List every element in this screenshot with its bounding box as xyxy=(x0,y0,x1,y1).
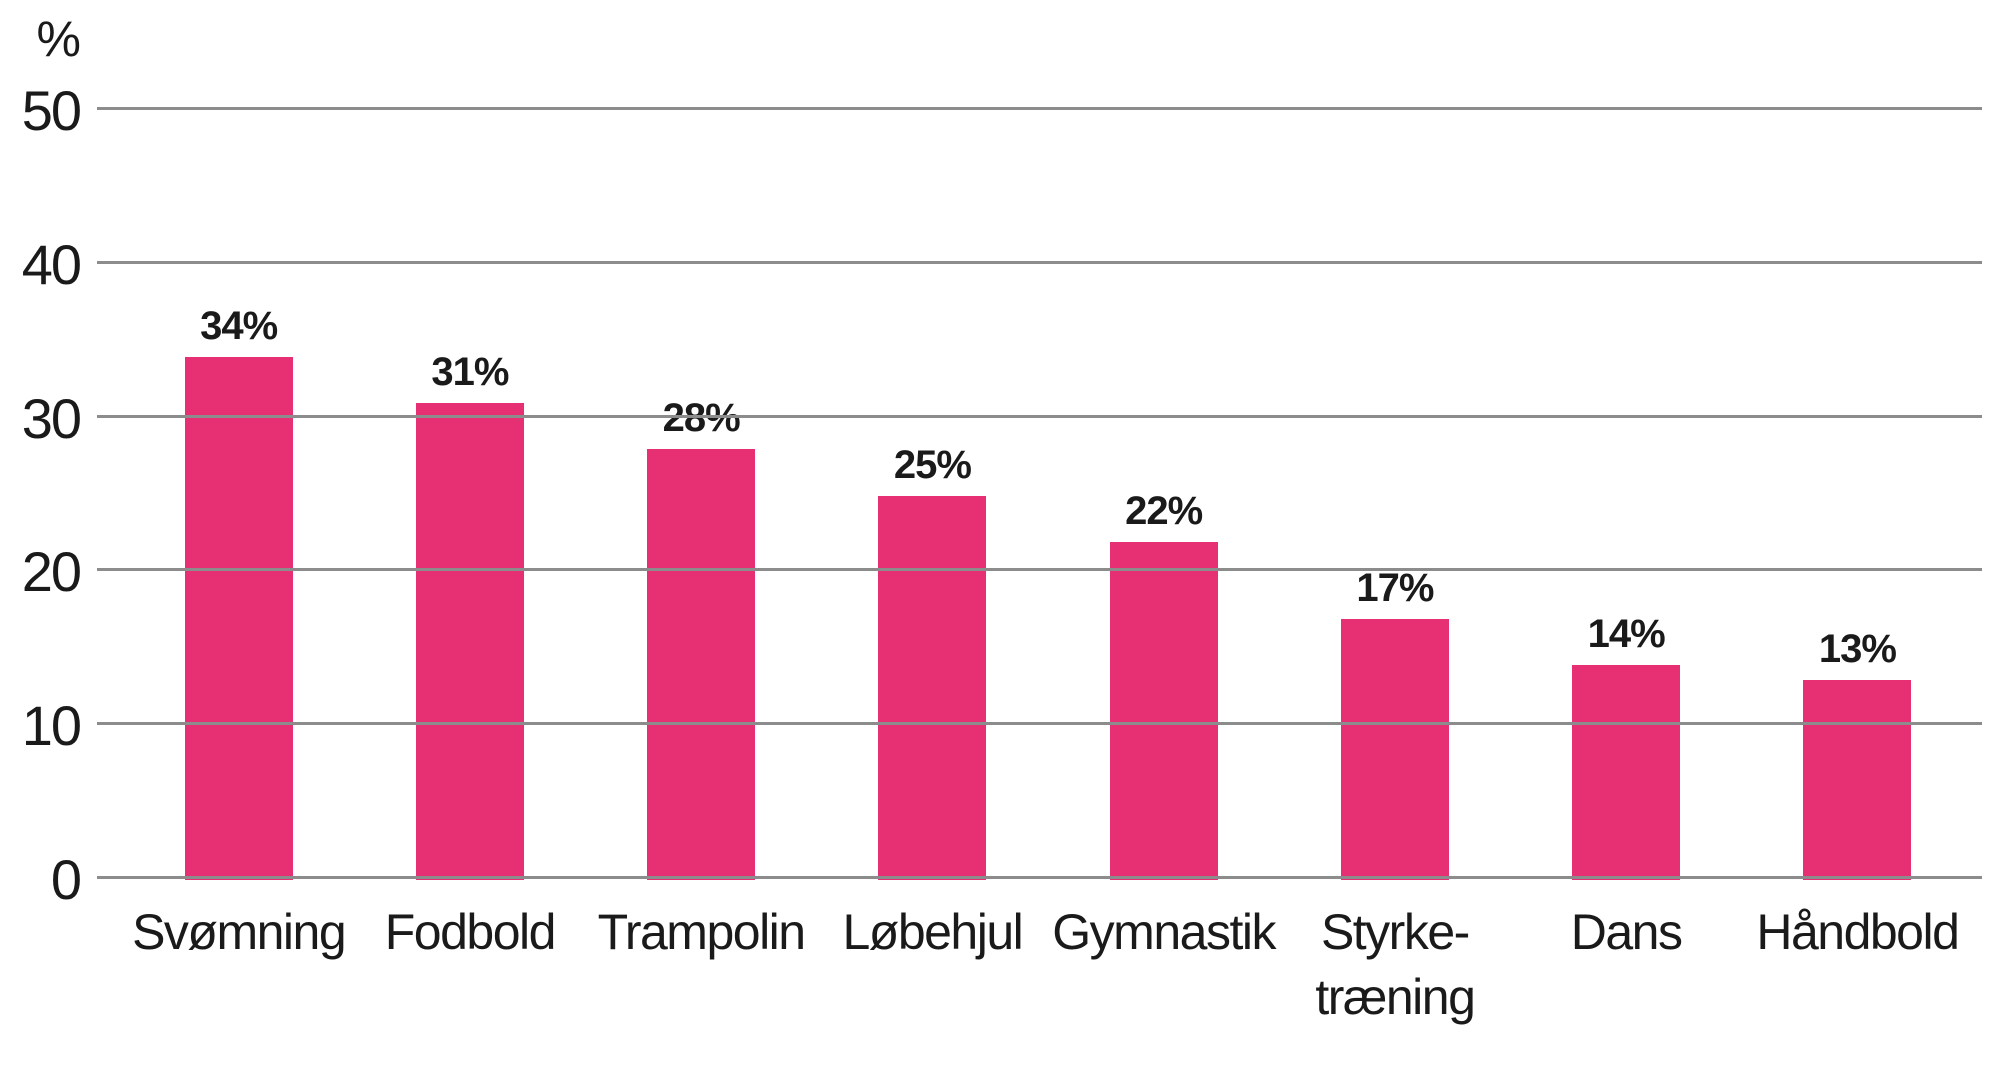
bar-value-label: 34% xyxy=(200,304,278,349)
bar-group-3: 28% xyxy=(586,111,817,880)
x-category-slot: Løbehjul xyxy=(817,900,1048,1030)
x-category-label: Håndbold xyxy=(1756,904,1960,960)
bar-value-label: 22% xyxy=(1125,488,1203,533)
bar-group-2: 31% xyxy=(354,111,585,880)
y-tick-label-50: 50 xyxy=(21,79,82,142)
bar-value-label: 14% xyxy=(1587,611,1666,656)
gridline-10 xyxy=(97,722,1982,726)
y-tick-label-0: 0 xyxy=(50,848,82,911)
bar-group-8: 13% xyxy=(1742,111,1973,880)
x-category-label: Fodbold xyxy=(384,904,557,960)
gridline-40 xyxy=(97,260,1982,264)
bar xyxy=(184,357,293,880)
x-category-slot: Dans xyxy=(1511,900,1742,1030)
x-category-label: Gymnastik xyxy=(1052,904,1276,960)
gridline-30 xyxy=(97,414,1982,418)
bar-value-label: 25% xyxy=(893,442,972,487)
x-category-slot: Svømning xyxy=(123,900,354,1030)
y-tick-label-40: 40 xyxy=(21,232,82,296)
bar xyxy=(1572,664,1681,880)
x-axis-category-labels: Svømning Fodbold Trampolin Løbehjul Gymnasti… xyxy=(123,900,1973,1030)
bar xyxy=(878,495,987,880)
bar-value-label: 17% xyxy=(1356,565,1434,610)
gridline-20 xyxy=(97,568,1982,572)
bar xyxy=(1340,618,1449,880)
bar-group-1: 34% xyxy=(123,111,354,880)
bar xyxy=(647,449,756,880)
bar-value-label: 28% xyxy=(662,396,741,441)
bar-group-4: 25% xyxy=(817,111,1048,880)
y-tick-label-30: 30 xyxy=(21,386,82,450)
plot-area: 34% 31% 28% 25% 22% 17% 14% 13% Svømning Fodbold… xyxy=(97,107,1982,1025)
y-tick-label-10: 10 xyxy=(21,694,82,758)
x-category-label: Styrke- træning xyxy=(1315,904,1476,1025)
x-category-label: Løbehjul xyxy=(842,904,1023,960)
bar-value-label: 13% xyxy=(1818,627,1897,672)
bar-value-label: 31% xyxy=(431,350,509,395)
y-tick-label-20: 20 xyxy=(21,540,82,604)
bar xyxy=(415,403,524,880)
bars-row: 34% 31% 28% 25% 22% 17% 14% 13% xyxy=(123,111,1973,880)
bar xyxy=(1109,541,1218,880)
bar-group-5: 22% xyxy=(1048,111,1279,880)
gridline-0 xyxy=(97,876,1982,879)
x-category-slot: Fodbold xyxy=(354,900,585,1030)
x-category-slot: Håndbold xyxy=(1742,900,1973,1030)
x-category-label: Dans xyxy=(1570,904,1683,960)
x-category-label: Trampolin xyxy=(597,904,806,960)
x-category-label: Svømning xyxy=(132,904,347,960)
x-category-slot: Trampolin xyxy=(586,900,817,1030)
y-axis-tick-labels: 0 10 20 30 40 50 xyxy=(0,83,82,908)
bar xyxy=(1803,680,1912,880)
x-category-slot: Styrke- træning xyxy=(1279,900,1510,1030)
x-category-slot: Gymnastik xyxy=(1048,900,1279,1030)
gridline-50 xyxy=(97,107,1982,110)
bar-group-6: 17% xyxy=(1279,111,1510,880)
y-axis-unit-label: % xyxy=(36,11,81,67)
bar-group-7: 14% xyxy=(1511,111,1742,880)
